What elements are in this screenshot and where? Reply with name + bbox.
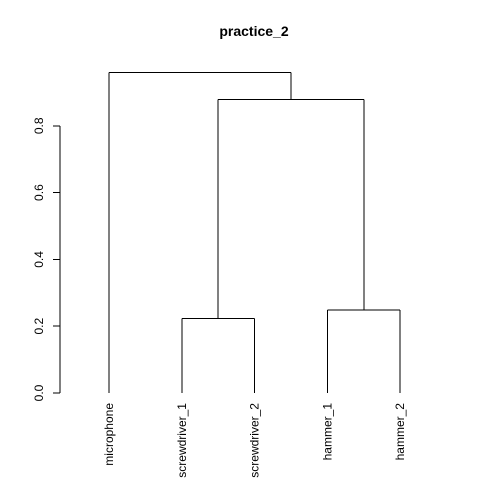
leaf-label: screwdriver_1 — [175, 403, 189, 478]
leaf-label: hammer_1 — [320, 403, 334, 461]
leaf-label: hammer_2 — [393, 403, 407, 461]
y-tick-label: 0.4 — [32, 251, 46, 268]
y-tick-label: 0.2 — [32, 318, 46, 335]
y-tick-label: 0.0 — [32, 384, 46, 401]
y-tick-label: 0.6 — [32, 184, 46, 201]
leaf-labels: microphone screwdriver_1 screwdriver_2 hamm… — [102, 403, 407, 478]
y-axis: 0.0 0.2 0.4 0.6 0.8 — [32, 117, 61, 401]
dendrogram-tree — [108, 71, 401, 393]
leaf-label: screwdriver_2 — [248, 403, 262, 478]
leaf-label: microphone — [102, 403, 116, 466]
chart-title: practice_2 — [219, 23, 288, 39]
y-tick-label: 0.8 — [32, 117, 46, 134]
